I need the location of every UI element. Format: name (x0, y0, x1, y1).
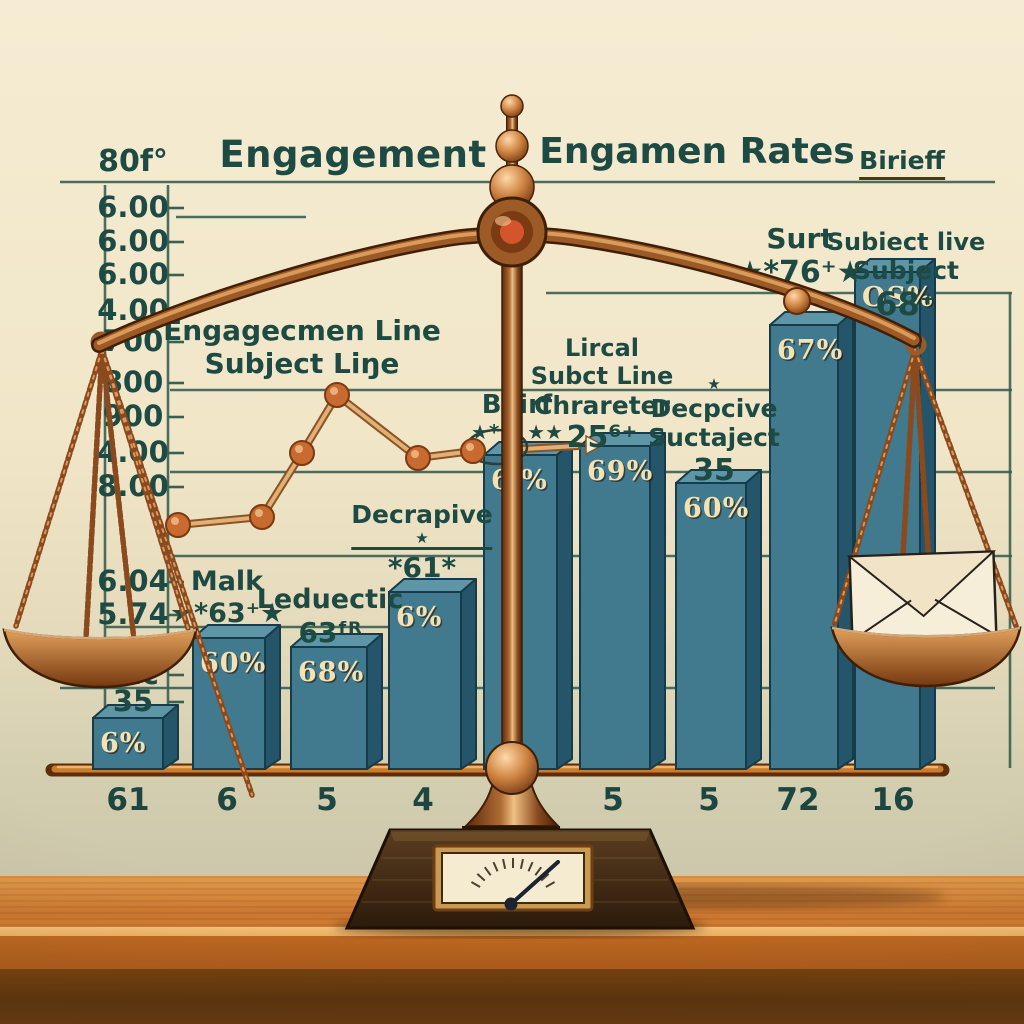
annotation-line: ★ (415, 528, 429, 547)
annotation-line: Suctaject (648, 423, 780, 453)
beam-marker-ball (783, 287, 811, 315)
line-arrowhead (585, 434, 605, 456)
bar-value-label: OS% (862, 282, 934, 313)
bar-value-label: 6% (396, 602, 443, 633)
line-marker-highlight (411, 450, 419, 458)
right-pan (830, 626, 1022, 688)
line-marker-highlight (295, 445, 303, 453)
line-marker-highlight (330, 387, 338, 395)
x-tick-label: 4 (412, 782, 434, 818)
gauge-tick (519, 858, 524, 870)
x-tick-label: 5 (602, 782, 624, 818)
envelope-icon (846, 550, 998, 642)
left-pan (2, 628, 198, 689)
annotation-line: Subiect live (826, 228, 986, 256)
x-tick-label: 61 (106, 782, 150, 818)
table-base-shadow (0, 969, 1024, 1024)
annotation-line: Engagecmen Line (163, 314, 441, 347)
bar-value-label: 68% (298, 657, 365, 688)
gauge-tick (476, 873, 486, 882)
table-front-face (0, 936, 1024, 969)
line-series-tail (522, 444, 579, 451)
gauge-tick (502, 858, 507, 870)
annotation-line: *61* (351, 547, 493, 584)
annotation-line: Surt (766, 222, 834, 255)
gauge-needle (509, 860, 560, 906)
bar-value-label: 69% (587, 456, 654, 487)
annotation-line: ★ (707, 375, 721, 393)
annotation-line: 35 (693, 452, 735, 488)
annotation-line: Birieff (859, 146, 945, 180)
x-tick-label: 6 (216, 782, 238, 818)
x-tick-label: 5 (698, 782, 720, 818)
left-chains (13, 331, 255, 798)
annotation-line: 68⁺ (875, 284, 937, 323)
y-tick-label: 6.00 (97, 257, 169, 291)
annotation-line: Subject (852, 256, 959, 286)
bar (290, 646, 368, 770)
gauge-icon (432, 844, 594, 912)
bars-layer (92, 258, 936, 770)
annotation-line: 63ᶠᴿ (298, 615, 362, 649)
gauge-tick (492, 861, 499, 872)
annotation: Decrapive ★ *61* (351, 500, 493, 584)
annotation-line: 25⁶⁺ (566, 420, 638, 456)
annotation-line: Malk (190, 566, 264, 597)
y-tick-label: 6.00 (97, 190, 169, 224)
balance-pole (462, 245, 561, 830)
bar-value-label: 6% (100, 728, 147, 759)
line-marker-highlight (466, 443, 474, 451)
x-tick-label: 16 (871, 782, 915, 818)
gauge-tick (527, 861, 534, 872)
annotation-line: Subct Line (530, 362, 674, 391)
annotation: Birieff (859, 146, 945, 180)
gauge-hub (504, 897, 518, 911)
y-tick-label: 35 (112, 684, 154, 718)
annotation: Lircal Subct Line Chrareter 25⁶⁺ (531, 334, 674, 456)
gauge-tick (545, 881, 556, 888)
bar (579, 445, 651, 770)
y-tick-label: 6.00 (97, 224, 169, 258)
gauge-tick (483, 866, 492, 876)
line-marker-highlight (171, 517, 179, 525)
annotation-line: Lircal (564, 334, 639, 362)
fulcrum-icon (476, 94, 548, 268)
scale-base (344, 828, 696, 930)
x-tick-label: 5 (316, 782, 338, 818)
chart-title-right: Engamen Rates (539, 131, 855, 172)
annotation: ★ Decpcive Suctaject 35 (648, 375, 780, 488)
annotation-line: Leduectic (256, 584, 404, 615)
bar (388, 591, 462, 770)
bar-value-label: 60% (683, 493, 750, 524)
gauge-tick (470, 881, 481, 888)
annotation: Subiect live Subject 68⁺ (827, 228, 985, 324)
annotation-line: Decpcive (650, 393, 778, 423)
x-tick-label: 72 (776, 782, 820, 818)
annotation-line: Chrareter (534, 390, 670, 420)
bar (769, 324, 839, 770)
annotation: Engagecmen Line Subject Liŋe (163, 314, 441, 380)
line-series-layer (165, 382, 605, 538)
annotation: Leduectic 63ᶠᴿ (257, 584, 404, 649)
gauge-tick (540, 873, 550, 882)
y-tick-label: 8.00 (97, 469, 169, 503)
chart-title-left: Engagement (219, 133, 487, 176)
annotation-line: Subject Liŋe (204, 347, 400, 381)
y-axis-top-label: 80f° (98, 144, 168, 179)
bar-value-label: 67% (777, 335, 844, 366)
annotation-line: Decrapive (351, 500, 493, 529)
line-marker-highlight (255, 509, 263, 517)
bar (675, 482, 747, 770)
gauge-tick (534, 866, 543, 876)
bar (92, 717, 164, 770)
y-tick-label: 6.04 (97, 564, 169, 598)
